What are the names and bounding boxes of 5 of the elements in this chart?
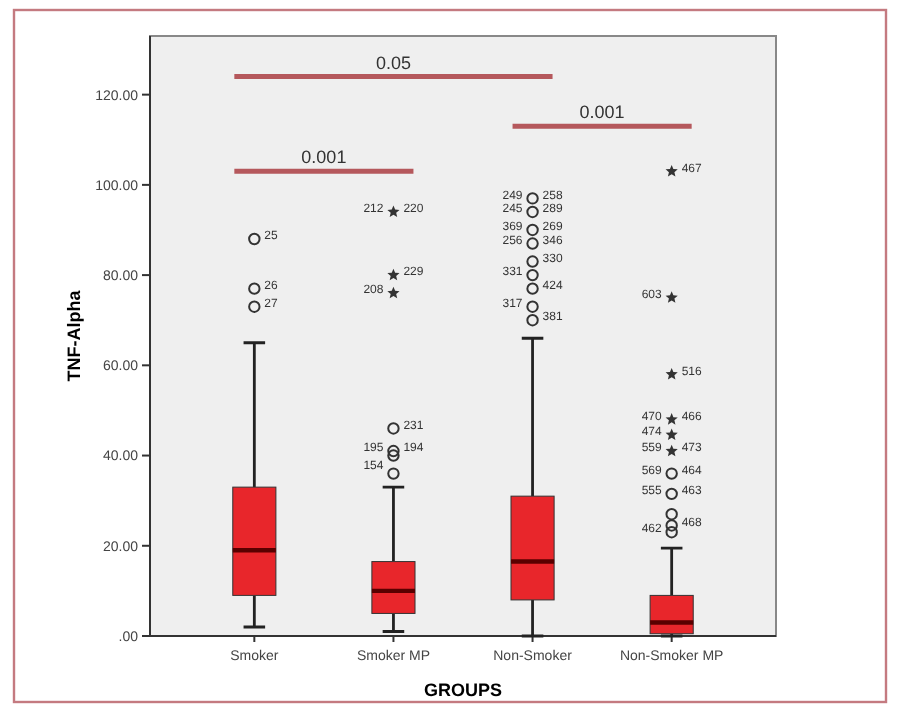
- annotation: 0.05: [375, 52, 411, 73]
- y-axis-title: TNF-Alpha: [64, 288, 84, 382]
- x-axis-title: GROUPS: [423, 680, 503, 700]
- annotation: 0.001: [301, 147, 347, 168]
- annotation: 0.001: [579, 102, 625, 123]
